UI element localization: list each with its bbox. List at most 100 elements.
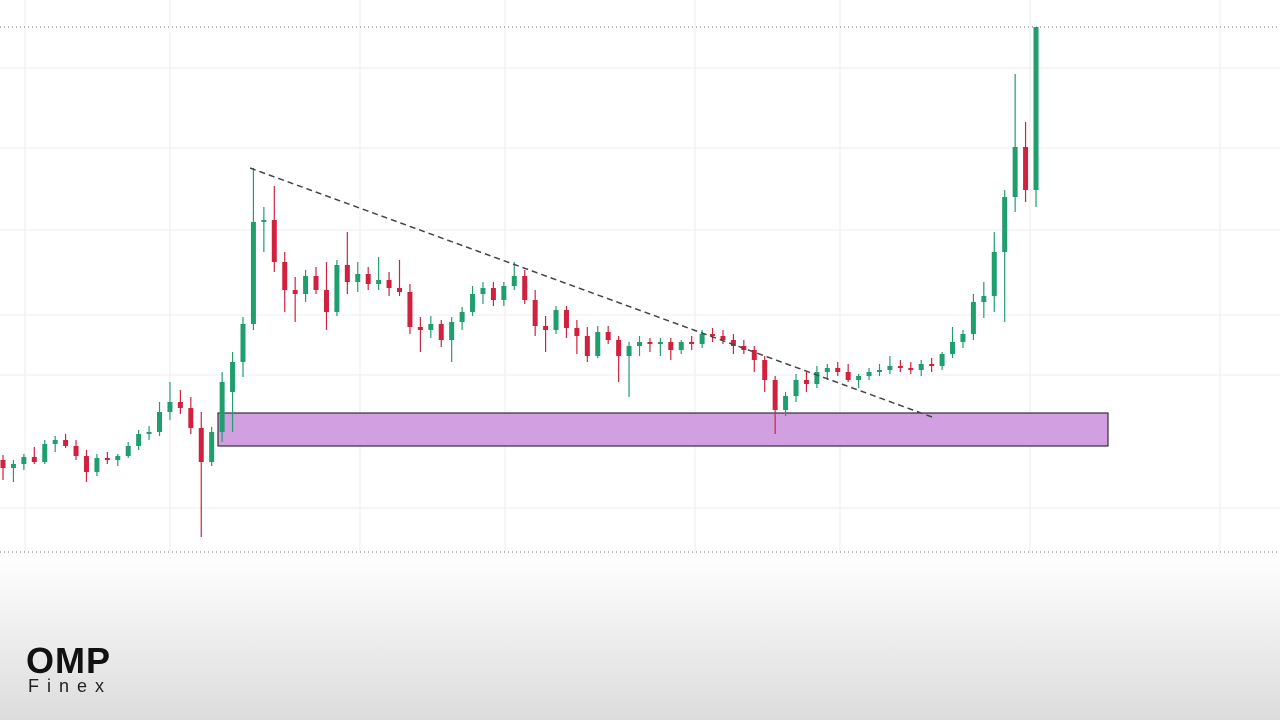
candle-body	[595, 332, 601, 356]
candle-body	[574, 328, 580, 336]
candle-body	[407, 292, 413, 327]
candle-body	[261, 220, 267, 222]
candles	[0, 27, 1039, 537]
candle-body	[991, 252, 997, 296]
candle-body	[240, 324, 246, 362]
candle-body	[303, 276, 309, 294]
candle-body	[553, 310, 559, 330]
candle-body	[772, 380, 778, 410]
candle-body	[522, 276, 528, 300]
candle-body	[73, 446, 79, 456]
candle-body	[532, 300, 538, 326]
candle-body	[657, 342, 663, 344]
footer-fade	[0, 553, 1280, 720]
candle-body	[950, 342, 956, 354]
candle-body	[803, 380, 809, 384]
candle-body	[177, 402, 183, 408]
candle-body	[490, 288, 496, 300]
candle-body	[157, 412, 163, 432]
candle-body	[647, 342, 653, 344]
candle-body	[511, 276, 517, 286]
logo-name: OMP	[26, 640, 112, 681]
candle-body	[31, 457, 37, 462]
candle-body	[198, 428, 204, 462]
candle-body	[678, 342, 684, 350]
candle-body	[188, 408, 194, 428]
candle-body	[470, 294, 476, 312]
candle-body	[344, 265, 350, 282]
candle-body	[699, 334, 705, 344]
candle-body	[386, 280, 392, 288]
candle-body	[428, 324, 434, 330]
candle-body	[63, 440, 69, 446]
candle-body	[1012, 147, 1018, 197]
candle-body	[918, 364, 924, 370]
candle-body	[1033, 27, 1039, 190]
logo-tagline: Finex	[28, 676, 113, 696]
candle-body	[167, 402, 173, 412]
candle-body	[1002, 197, 1008, 252]
candle-body	[626, 346, 632, 356]
support-zone	[217, 412, 1109, 447]
candle-body	[981, 296, 987, 302]
candle-body	[960, 334, 966, 342]
candle-body	[10, 464, 16, 468]
candle-body	[219, 382, 225, 432]
candle-body	[866, 372, 872, 376]
candle-body	[897, 366, 903, 368]
candle-body	[355, 274, 361, 282]
candle-body	[636, 342, 642, 346]
candle-body	[793, 380, 799, 396]
candle-body	[584, 336, 590, 356]
candle-body	[887, 366, 893, 370]
candle-body	[970, 302, 976, 334]
candle-body	[605, 332, 611, 340]
candle-body	[459, 312, 465, 322]
candle-body	[543, 326, 549, 330]
candle-body	[282, 262, 288, 290]
candle-body	[250, 222, 256, 324]
candle-body	[501, 286, 507, 300]
candle-body	[94, 458, 100, 472]
candle-body	[52, 440, 58, 444]
candle-body	[876, 370, 882, 372]
candle-body	[449, 322, 455, 340]
candle-body	[908, 368, 914, 370]
candle-body	[563, 310, 569, 328]
candle-body	[417, 327, 423, 330]
candle-body	[762, 360, 768, 380]
candle-body	[751, 350, 757, 360]
candle-body	[668, 342, 674, 350]
candle-body	[115, 456, 121, 460]
candle-body	[845, 372, 851, 380]
candle-body	[334, 265, 340, 312]
candle-body	[125, 446, 131, 456]
candle-body	[271, 220, 277, 262]
candle-body	[376, 280, 382, 284]
candle-body	[438, 324, 444, 340]
candle-body	[323, 290, 329, 312]
candle-body	[856, 376, 862, 380]
candle-body	[730, 340, 736, 346]
candle-body	[0, 460, 6, 468]
candle-body	[824, 368, 830, 372]
candle-body	[720, 336, 726, 340]
candle-body	[104, 458, 110, 460]
candle-body	[689, 342, 695, 344]
candle-body	[21, 457, 27, 464]
candle-body	[83, 456, 89, 472]
candle-body	[1023, 147, 1029, 190]
candle-body	[42, 444, 48, 462]
candle-body	[835, 368, 841, 372]
trendline	[249, 167, 933, 418]
candle-body	[292, 290, 298, 294]
candle-body	[814, 372, 820, 384]
candle-body	[136, 434, 142, 446]
candle-body	[783, 396, 789, 410]
candle-body	[480, 288, 486, 294]
candle-body	[710, 334, 716, 336]
candle-body	[365, 274, 371, 284]
